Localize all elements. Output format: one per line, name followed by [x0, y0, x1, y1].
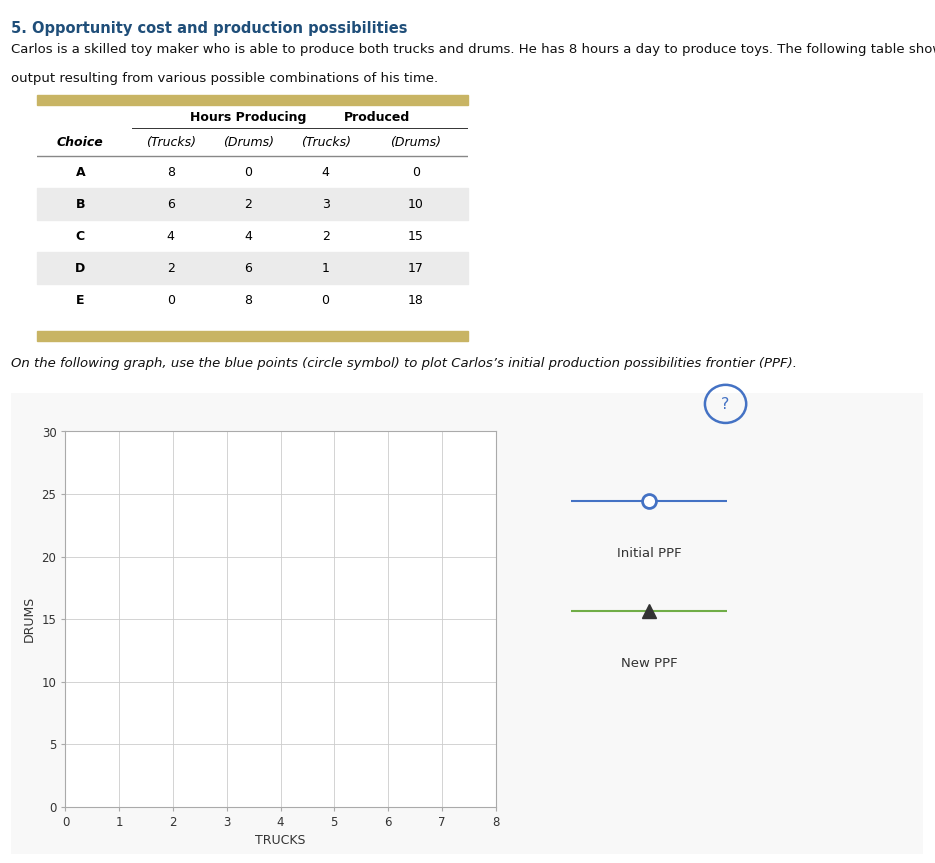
Text: ?: ? — [722, 397, 729, 413]
Text: 8: 8 — [166, 166, 175, 179]
Text: (Drums): (Drums) — [223, 136, 274, 149]
FancyBboxPatch shape — [7, 390, 928, 857]
Text: 0: 0 — [322, 293, 329, 307]
Text: 1: 1 — [322, 261, 329, 274]
Text: B: B — [76, 198, 85, 211]
Text: 5. Opportunity cost and production possibilities: 5. Opportunity cost and production possi… — [11, 21, 408, 35]
Text: Choice: Choice — [57, 136, 104, 149]
Text: (Trucks): (Trucks) — [146, 136, 195, 149]
Text: Carlos is a skilled toy maker who is able to produce both trucks and drums. He h: Carlos is a skilled toy maker who is abl… — [11, 43, 935, 56]
Text: output resulting from various possible combinations of his time.: output resulting from various possible c… — [11, 72, 439, 85]
Bar — [37, 188, 468, 220]
Text: 15: 15 — [408, 230, 424, 243]
Text: 4: 4 — [166, 230, 175, 243]
Text: Hours Producing: Hours Producing — [190, 110, 307, 123]
Text: 2: 2 — [166, 261, 175, 274]
Text: 17: 17 — [408, 261, 424, 274]
Text: 18: 18 — [408, 293, 424, 307]
Text: 6: 6 — [166, 198, 175, 211]
Bar — [37, 331, 468, 341]
Text: 10: 10 — [408, 198, 424, 211]
Text: 0: 0 — [412, 166, 420, 179]
Text: D: D — [76, 261, 85, 274]
Text: (Trucks): (Trucks) — [300, 136, 351, 149]
Text: 4: 4 — [322, 166, 329, 179]
Text: 6: 6 — [244, 261, 252, 274]
Text: C: C — [76, 230, 85, 243]
Text: Initial PPF: Initial PPF — [616, 546, 682, 559]
Bar — [37, 95, 468, 104]
Text: 4: 4 — [244, 230, 252, 243]
Text: New PPF: New PPF — [621, 657, 677, 670]
Text: 2: 2 — [244, 198, 252, 211]
Text: 3: 3 — [322, 198, 329, 211]
Text: On the following graph, use the blue points (circle symbol) to plot Carlos’s ini: On the following graph, use the blue poi… — [11, 356, 798, 370]
Text: A: A — [76, 166, 85, 179]
Text: Produced: Produced — [344, 110, 410, 123]
Text: 8: 8 — [244, 293, 252, 307]
Text: E: E — [76, 293, 85, 307]
Bar — [37, 252, 468, 284]
Text: 2: 2 — [322, 230, 329, 243]
X-axis label: TRUCKS: TRUCKS — [255, 835, 306, 847]
Y-axis label: DRUMS: DRUMS — [23, 596, 36, 642]
Text: (Drums): (Drums) — [391, 136, 441, 149]
Text: 0: 0 — [166, 293, 175, 307]
Text: 0: 0 — [244, 166, 252, 179]
